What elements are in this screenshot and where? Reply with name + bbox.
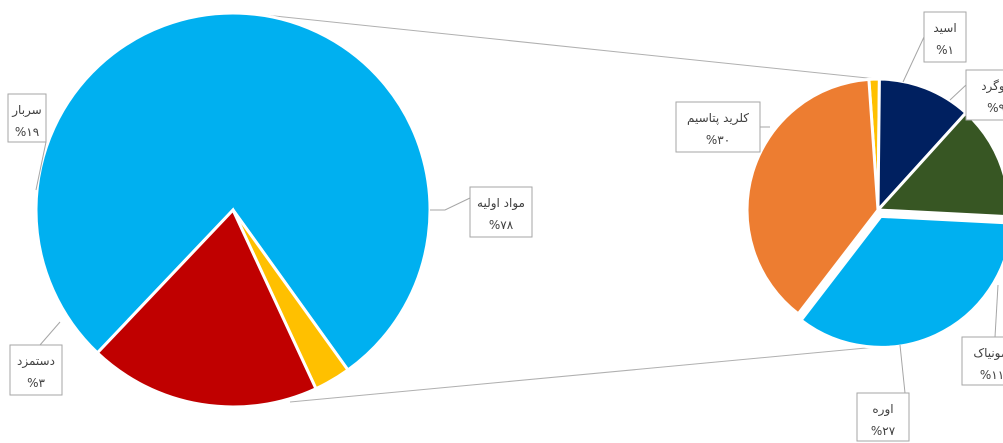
label-sec-3: اوره %۲۷ — [856, 344, 910, 442]
label-main-1-name: دستمزد — [17, 354, 55, 369]
label-sec-1-box — [965, 69, 1003, 121]
main-slice-0 — [34, 11, 432, 373]
label-sec-4-name: کلرید پتاسیم — [687, 111, 749, 126]
label-sec-3-name: اوره — [872, 402, 893, 417]
label-sec-3-percent: %۲۷ — [871, 424, 896, 438]
label-sec-3-box — [856, 392, 910, 442]
main-pie — [34, 11, 432, 409]
label-sec-4-percent: %۳۰ — [706, 133, 730, 147]
secondary-slice-3 — [799, 214, 1003, 349]
label-sec-3-leader — [899, 344, 906, 394]
label-sec-1: گوگرد %۹ — [949, 69, 1003, 121]
label-main-0: مواد اولیه %۷۸ — [430, 186, 533, 238]
label-main-0-box — [469, 186, 533, 238]
label-sec-2-percent: %۱۱ — [980, 368, 1003, 382]
label-sec-4-box — [675, 101, 761, 153]
label-main-2: سربار %۱۹ — [7, 93, 47, 191]
label-main-2-name: سربار — [11, 103, 41, 118]
connector-bottom — [289, 344, 899, 403]
label-main-0-leader — [430, 197, 471, 211]
label-main-1-box — [9, 344, 63, 396]
label-sec-1-name: گوگرد — [981, 79, 1003, 94]
label-main-2-box — [7, 93, 47, 143]
label-sec-2-leader — [994, 284, 999, 338]
secondary-pie — [745, 77, 1003, 349]
label-main-0-percent: %۷۸ — [489, 218, 514, 232]
secondary-slice-1 — [876, 77, 969, 214]
label-sec-4: کلرید پتاسیم %۳۰ — [675, 101, 770, 153]
data-labels: مواد اولیه %۷۸ دستمزد %۳ سربار %۱۹ اسید %۱ گوگرد… — [7, 11, 1003, 442]
label-main-1-percent: %۳ — [27, 376, 45, 390]
label-sec-2-name: آمونیاک — [973, 345, 1003, 361]
label-main-0-name: مواد اولیه — [477, 196, 525, 211]
label-sec-0-leader — [902, 36, 925, 83]
secondary-slice-4 — [745, 77, 880, 316]
label-main-2-leader — [35, 141, 47, 191]
label-main-1: دستمزد %۳ — [9, 321, 63, 396]
label-sec-0-percent: %۱ — [936, 43, 954, 57]
label-sec-1-percent: %۹ — [987, 101, 1003, 115]
label-sec-0-box — [923, 11, 967, 63]
label-sec-2: آمونیاک %۱۱ — [961, 284, 1003, 386]
main-slice-2 — [95, 207, 318, 409]
connector-top — [264, 14, 906, 83]
label-main-2-percent: %۱۹ — [15, 125, 39, 139]
connector-lines — [264, 14, 906, 403]
label-main-1-leader — [39, 321, 61, 346]
label-sec-1-leader — [949, 84, 967, 101]
label-sec-0: اسید %۱ — [902, 11, 967, 83]
label-sec-0-name: اسید — [933, 21, 956, 35]
label-sec-2-box — [961, 336, 1003, 386]
